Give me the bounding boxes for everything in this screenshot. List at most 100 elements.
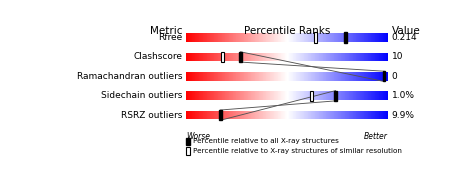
Bar: [322, 53, 323, 61]
Bar: [292, 53, 293, 61]
Bar: [354, 91, 355, 100]
Bar: [270, 72, 271, 81]
Bar: [305, 33, 306, 42]
Bar: [225, 91, 226, 100]
Bar: [273, 72, 274, 81]
Bar: [294, 72, 295, 81]
Bar: [247, 33, 248, 42]
Bar: [326, 33, 327, 42]
Bar: [279, 91, 280, 100]
Bar: [303, 53, 305, 61]
Bar: [209, 53, 210, 61]
Bar: [277, 91, 278, 100]
Bar: [226, 111, 227, 120]
Bar: [198, 33, 199, 42]
Bar: [211, 72, 212, 81]
Bar: [187, 33, 188, 42]
Bar: [292, 33, 293, 42]
Bar: [207, 72, 208, 81]
Bar: [342, 53, 343, 61]
Bar: [318, 53, 319, 61]
Bar: [226, 53, 227, 61]
Bar: [275, 33, 276, 42]
Bar: [311, 111, 312, 120]
Bar: [227, 33, 228, 42]
Bar: [258, 72, 259, 81]
Bar: [223, 91, 224, 100]
Bar: [344, 33, 345, 42]
Text: 0: 0: [392, 72, 398, 81]
Bar: [329, 111, 330, 120]
Bar: [349, 33, 350, 42]
Bar: [232, 33, 233, 42]
Bar: [187, 53, 188, 61]
Bar: [289, 72, 290, 81]
Bar: [235, 91, 236, 100]
Bar: [292, 91, 293, 100]
Bar: [212, 91, 213, 100]
Bar: [214, 111, 215, 120]
Bar: [197, 91, 198, 100]
Bar: [333, 91, 334, 100]
Bar: [309, 91, 310, 100]
Bar: [348, 33, 349, 42]
Bar: [367, 53, 368, 61]
Bar: [263, 33, 264, 42]
Bar: [241, 72, 242, 81]
Bar: [263, 53, 264, 61]
Bar: [348, 53, 349, 61]
Bar: [247, 91, 248, 100]
Bar: [247, 72, 248, 81]
Bar: [265, 53, 266, 61]
Bar: [273, 72, 274, 81]
Bar: [292, 72, 293, 81]
Bar: [305, 72, 306, 81]
Bar: [236, 33, 237, 42]
Bar: [289, 33, 290, 42]
Bar: [319, 72, 320, 81]
Bar: [307, 53, 308, 61]
Bar: [358, 72, 359, 81]
Bar: [231, 72, 232, 81]
Bar: [361, 33, 362, 42]
Bar: [255, 72, 256, 81]
Bar: [378, 53, 379, 61]
Bar: [214, 91, 215, 100]
Bar: [300, 91, 301, 100]
Bar: [289, 53, 291, 61]
Bar: [262, 91, 263, 100]
Bar: [356, 91, 357, 100]
Bar: [250, 72, 251, 81]
Bar: [231, 53, 232, 61]
Text: 0.214: 0.214: [392, 33, 417, 42]
Bar: [264, 91, 265, 100]
Bar: [294, 91, 295, 100]
Bar: [319, 33, 320, 42]
Bar: [298, 111, 299, 120]
Bar: [350, 72, 351, 81]
Bar: [296, 111, 298, 120]
Bar: [229, 33, 230, 42]
Bar: [368, 33, 369, 42]
Bar: [309, 33, 310, 42]
Bar: [362, 33, 363, 42]
Bar: [355, 91, 356, 100]
Bar: [283, 111, 284, 120]
Bar: [329, 33, 330, 42]
Bar: [310, 111, 311, 120]
Bar: [322, 72, 323, 81]
Bar: [264, 111, 265, 120]
Bar: [227, 53, 228, 61]
Bar: [282, 72, 283, 81]
Bar: [242, 91, 243, 100]
Bar: [316, 53, 317, 61]
Bar: [239, 52, 242, 62]
Bar: [338, 53, 339, 61]
Bar: [335, 111, 336, 120]
Bar: [328, 111, 329, 120]
Bar: [221, 111, 222, 120]
Bar: [202, 91, 203, 100]
Bar: [374, 72, 375, 81]
Bar: [332, 91, 333, 100]
Bar: [339, 33, 340, 42]
